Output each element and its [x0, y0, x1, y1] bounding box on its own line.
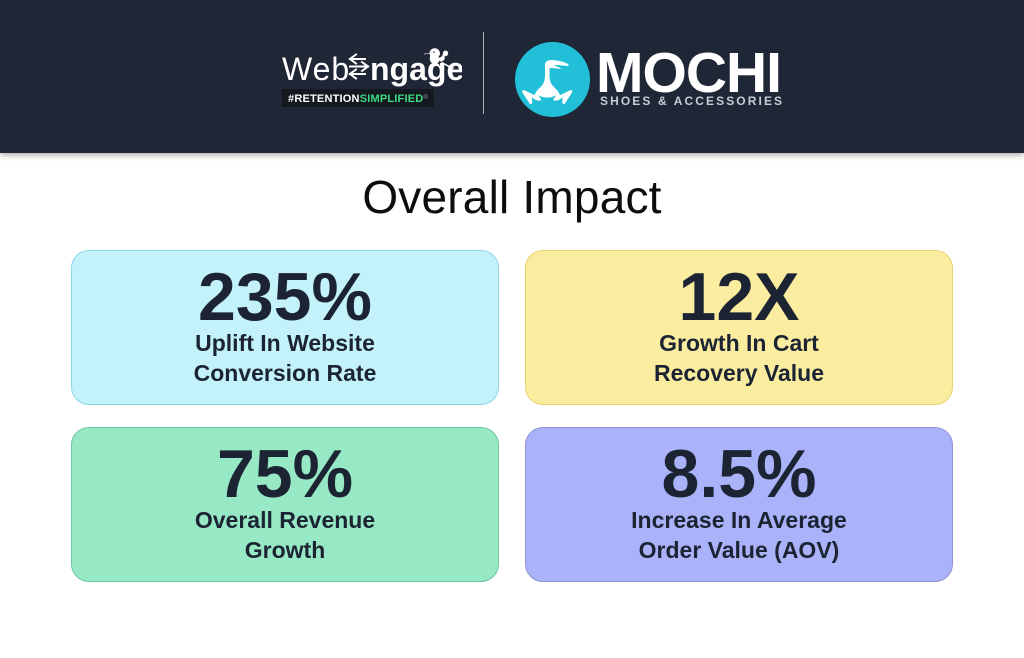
svg-text:ngage: ngage	[370, 51, 462, 87]
svg-text:Web: Web	[282, 51, 350, 87]
svg-text:®: ®	[450, 64, 455, 71]
